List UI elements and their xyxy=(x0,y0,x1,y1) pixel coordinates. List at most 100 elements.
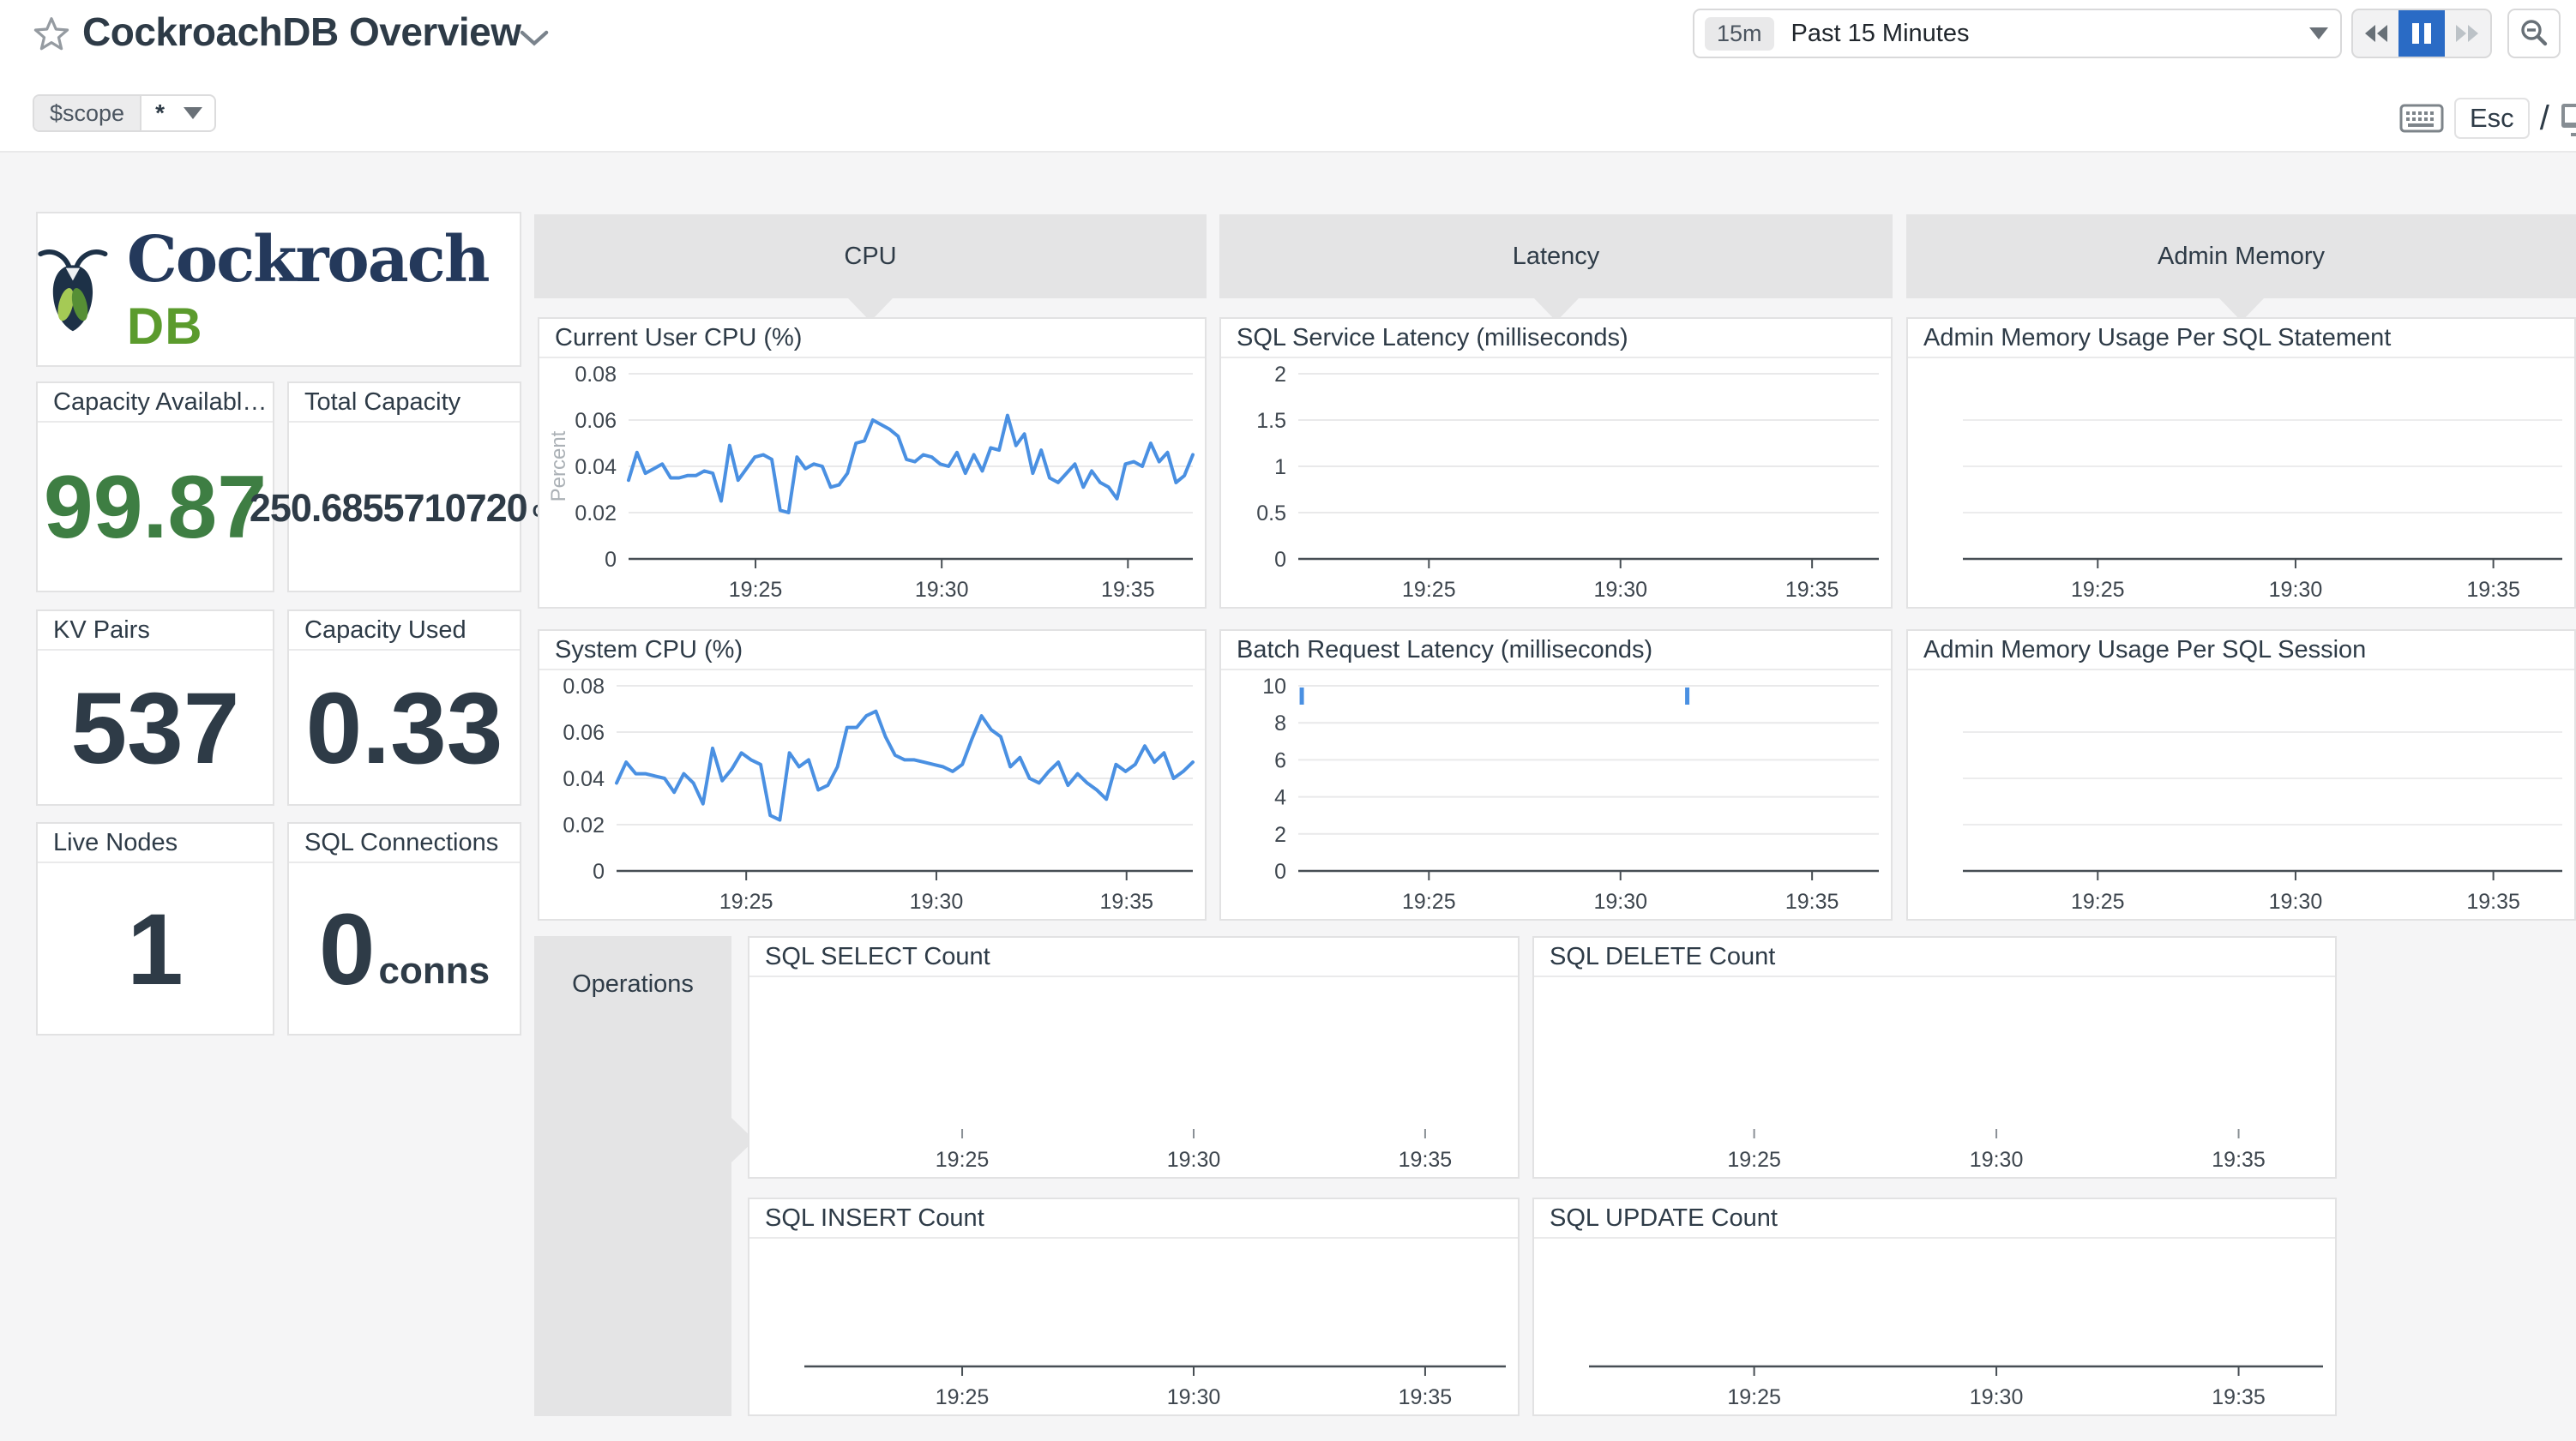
chart-plot-sql-delete-count[interactable]: 19:25 19:30 19:35 xyxy=(1534,979,2335,1177)
chart-plot-sql-service-latency[interactable]: 0 0.5 1 1.5 2 19:25 19:30 19:35 xyxy=(1221,360,1891,607)
chart-title: Admin Memory Usage Per SQL Statement xyxy=(1908,319,2574,358)
svg-text:19:30: 19:30 xyxy=(1167,1148,1221,1172)
esc-button[interactable]: Esc xyxy=(2454,98,2530,139)
svg-text:19:35: 19:35 xyxy=(1785,890,1839,914)
page-title[interactable]: CockroachDB Overview xyxy=(82,9,521,54)
svg-text:0.02: 0.02 xyxy=(563,814,605,838)
svg-text:19:25: 19:25 xyxy=(2071,890,2125,914)
chart-admin-memory-per-statement: Admin Memory Usage Per SQL Statement 19:… xyxy=(1906,317,2576,609)
metric-title: Live Nodes xyxy=(38,824,273,863)
keyboard-icon[interactable] xyxy=(2399,102,2444,135)
svg-text:0.06: 0.06 xyxy=(563,721,605,745)
svg-text:2: 2 xyxy=(1274,823,1286,847)
svg-text:0.08: 0.08 xyxy=(563,675,605,699)
cockroachdb-logo-card: Cockroach DB xyxy=(36,212,521,367)
metric-value: 1 xyxy=(127,892,184,1006)
logo-brand-word: Cockroach xyxy=(126,223,491,297)
chart-title: Current User CPU (%) xyxy=(539,319,1205,358)
magnifier-minus-icon xyxy=(2521,20,2548,46)
svg-text:19:35: 19:35 xyxy=(1785,578,1839,602)
chart-title: System CPU (%) xyxy=(539,631,1205,670)
metric-title: Capacity Available... xyxy=(38,383,273,423)
chart-sql-delete-count: SQL DELETE Count 19:25 19:30 19:35 xyxy=(1532,936,2337,1179)
group-header-admin-memory[interactable]: Admin Memory xyxy=(1906,214,2576,321)
chevron-down-icon[interactable] xyxy=(520,29,549,48)
svg-text:19:30: 19:30 xyxy=(1970,1148,2024,1172)
chart-plot-admin-memory-per-session[interactable]: 19:25 19:30 19:35 xyxy=(1908,672,2574,919)
svg-text:0: 0 xyxy=(593,860,605,884)
svg-text:1: 1 xyxy=(1274,455,1286,479)
chart-title: Batch Request Latency (milliseconds) xyxy=(1221,631,1891,670)
chart-batch-request-latency: Batch Request Latency (milliseconds) 0 2 4… xyxy=(1219,629,1893,921)
chart-title: SQL Service Latency (milliseconds) xyxy=(1221,319,1891,358)
chart-sql-insert-count: SQL INSERT Count 19:25 19:30 19:35 xyxy=(748,1198,1520,1416)
chart-title: SQL DELETE Count xyxy=(1534,938,2335,977)
svg-text:0.04: 0.04 xyxy=(563,767,605,791)
svg-text:19:35: 19:35 xyxy=(2466,890,2520,914)
monitor-icon[interactable] xyxy=(2560,100,2576,136)
svg-text:19:35: 19:35 xyxy=(2212,1148,2266,1172)
svg-text:0: 0 xyxy=(1274,860,1286,884)
metric-title: SQL Connections xyxy=(289,824,520,863)
cockroachdb-logo: Cockroach DB xyxy=(38,223,520,356)
cockroach-bug-icon xyxy=(38,249,108,331)
svg-text:19:35: 19:35 xyxy=(1101,578,1155,602)
scope-template-variable[interactable]: $scope * xyxy=(33,94,216,132)
chart-sql-service-latency: SQL Service Latency (milliseconds) 0 0.5 1… xyxy=(1219,317,1893,609)
chart-plot-sql-select-count[interactable]: 19:25 19:30 19:35 xyxy=(749,979,1518,1177)
group-label: Operations xyxy=(572,970,694,998)
chart-current-user-cpu: Current User CPU (%) 0 0.02 0.04 0.06 0.08 19… xyxy=(538,317,1207,609)
svg-text:10: 10 xyxy=(1262,675,1286,699)
rewind-button[interactable] xyxy=(2353,10,2398,57)
rewind-icon xyxy=(2364,25,2387,42)
chart-plot-admin-memory-per-statement[interactable]: 19:25 19:30 19:35 xyxy=(1908,360,2574,607)
svg-text:0: 0 xyxy=(605,548,617,572)
chart-title: SQL UPDATE Count xyxy=(1534,1199,2335,1239)
chart-system-cpu: System CPU (%) 0 0.02 0.04 0.06 0.08 19:25 19:… xyxy=(538,629,1207,921)
svg-text:19:35: 19:35 xyxy=(2212,1385,2266,1409)
svg-text:19:25: 19:25 xyxy=(719,890,773,914)
logo-brand-suffix: DB xyxy=(126,297,203,355)
svg-text:0.06: 0.06 xyxy=(575,409,617,433)
group-header-cpu[interactable]: CPU xyxy=(534,214,1207,321)
favorite-star-icon[interactable] xyxy=(33,15,70,53)
svg-text:19:25: 19:25 xyxy=(1727,1148,1781,1172)
metric-value: 537 xyxy=(70,671,240,785)
metric-card-total-capacity: Total Capacity 250.6855710720 GB xyxy=(250,381,559,592)
svg-text:19:30: 19:30 xyxy=(1970,1385,2024,1409)
svg-text:19:25: 19:25 xyxy=(1402,578,1456,602)
svg-text:0.04: 0.04 xyxy=(575,455,617,479)
svg-text:19:30: 19:30 xyxy=(2269,890,2323,914)
chart-title: SQL INSERT Count xyxy=(749,1199,1518,1239)
time-range-badge: 15m xyxy=(1705,16,1774,51)
metric-value: 0.33 xyxy=(305,671,503,785)
metric-card-sql-connections: SQL Connections 0 conns xyxy=(287,822,521,1036)
pause-button[interactable] xyxy=(2398,10,2445,57)
metric-value: 99.87 xyxy=(43,458,268,557)
group-header-latency[interactable]: Latency xyxy=(1219,214,1893,321)
chart-plot-batch-request-latency[interactable]: 0 2 4 6 8 10 19:25 19:30 19:35 xyxy=(1221,672,1891,919)
chart-plot-sql-update-count[interactable]: 19:25 19:30 19:35 xyxy=(1534,1240,2335,1414)
scope-value: * xyxy=(155,99,165,126)
playback-controls xyxy=(2351,9,2492,58)
shortcut-row: Esc / xyxy=(2399,96,2576,141)
chart-plot-current-user-cpu[interactable]: 0 0.02 0.04 0.06 0.08 19:25 19:30 19:35 Percent xyxy=(539,360,1205,607)
metric-card-capacity-used: Capacity Used 0.33 xyxy=(287,609,521,806)
caret-down-icon xyxy=(183,107,202,119)
chart-plot-system-cpu[interactable]: 0 0.02 0.04 0.06 0.08 19:25 19:30 19:35 xyxy=(539,672,1205,919)
metric-card-live-nodes: Live Nodes 1 xyxy=(36,822,274,1036)
svg-text:19:35: 19:35 xyxy=(1399,1385,1453,1409)
svg-text:4: 4 xyxy=(1274,786,1286,810)
zoom-out-button[interactable] xyxy=(2507,9,2561,58)
time-range-selector[interactable]: 15m Past 15 Minutes xyxy=(1693,9,2342,58)
chart-plot-sql-insert-count[interactable]: 19:25 19:30 19:35 xyxy=(749,1240,1518,1414)
svg-text:0.08: 0.08 xyxy=(575,363,617,387)
chart-title: Admin Memory Usage Per SQL Session xyxy=(1908,631,2574,670)
svg-text:6: 6 xyxy=(1274,748,1286,772)
svg-text:19:30: 19:30 xyxy=(910,890,964,914)
fast-forward-button[interactable] xyxy=(2445,10,2490,57)
svg-text:19:30: 19:30 xyxy=(1593,890,1647,914)
group-header-operations[interactable]: Operations xyxy=(534,936,755,1416)
svg-text:19:30: 19:30 xyxy=(1593,578,1647,602)
chart-title: SQL SELECT Count xyxy=(749,938,1518,977)
